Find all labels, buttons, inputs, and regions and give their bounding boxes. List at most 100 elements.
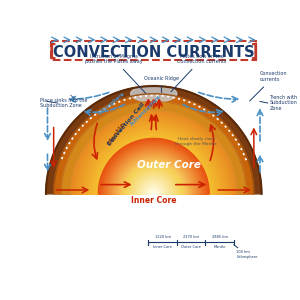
Polygon shape [118,158,190,194]
Polygon shape [76,116,232,194]
Text: Place sinks into the
Subduction Zone: Place sinks into the Subduction Zone [40,98,87,108]
Polygon shape [113,153,194,194]
Polygon shape [80,120,228,194]
Text: Intrusion of Magma
pushes the Plates away: Intrusion of Magma pushes the Plates awa… [85,54,146,93]
Polygon shape [74,114,233,194]
Polygon shape [100,140,207,194]
Polygon shape [139,179,169,194]
Polygon shape [100,140,208,194]
Polygon shape [82,122,226,194]
Polygon shape [73,113,235,194]
Polygon shape [150,190,158,194]
Polygon shape [127,167,181,194]
Ellipse shape [130,85,177,102]
Polygon shape [111,151,196,194]
Text: ]: ] [251,43,258,61]
Text: Convection
currents: Convection currents [250,71,287,101]
Polygon shape [142,182,166,194]
Polygon shape [102,142,206,194]
Polygon shape [89,129,218,194]
Polygon shape [128,168,180,194]
Polygon shape [143,183,165,194]
Polygon shape [74,113,234,194]
Polygon shape [133,173,175,194]
Polygon shape [123,163,184,194]
Polygon shape [85,126,222,194]
Polygon shape [110,151,197,194]
Polygon shape [105,145,202,194]
Polygon shape [101,141,206,194]
Polygon shape [106,146,201,194]
Polygon shape [88,128,219,194]
Polygon shape [84,124,224,194]
Polygon shape [128,169,179,194]
Polygon shape [93,133,215,194]
Text: Convection Cell: Convection Cell [107,102,146,147]
Polygon shape [83,123,225,194]
Polygon shape [110,150,198,194]
Text: Oceanic Ridge: Oceanic Ridge [144,76,179,92]
Polygon shape [125,166,182,194]
Polygon shape [91,130,217,194]
Polygon shape [93,134,214,194]
Polygon shape [152,192,156,194]
Polygon shape [119,159,188,194]
Polygon shape [138,178,170,194]
Polygon shape [144,184,164,194]
Polygon shape [94,134,214,194]
Text: Inner Core: Inner Core [153,245,172,249]
Polygon shape [148,188,160,194]
Text: Asthenosphere: Asthenosphere [130,94,163,127]
Polygon shape [77,117,230,194]
Polygon shape [151,191,157,194]
Polygon shape [114,154,193,194]
Text: Plates flow on the
Convection currents: Plates flow on the Convection currents [171,54,226,92]
Polygon shape [118,158,189,194]
Polygon shape [141,181,167,194]
Polygon shape [75,115,232,194]
Polygon shape [121,161,186,194]
Polygon shape [104,144,204,194]
Polygon shape [71,111,236,194]
Polygon shape [115,155,192,194]
Text: 2270 km: 2270 km [183,235,199,239]
Polygon shape [85,125,223,194]
Polygon shape [78,118,229,194]
Text: Heat slowly rises
through the Mantle: Heat slowly rises through the Mantle [175,137,217,146]
Polygon shape [103,143,205,194]
Polygon shape [46,86,262,194]
Polygon shape [114,154,194,194]
Text: Outer Core: Outer Core [137,160,201,170]
Polygon shape [78,118,230,194]
Text: CONVECTION CURRENTS: CONVECTION CURRENTS [53,45,255,60]
Text: [: [ [49,43,57,61]
Polygon shape [92,132,216,194]
Polygon shape [124,164,184,194]
Polygon shape [132,172,176,194]
Polygon shape [97,137,211,194]
Polygon shape [121,160,187,194]
Polygon shape [147,187,161,194]
Polygon shape [149,189,159,194]
Polygon shape [95,135,213,194]
Polygon shape [108,148,199,194]
Polygon shape [102,142,205,194]
Polygon shape [116,157,191,194]
Polygon shape [116,156,192,194]
Text: 1220 km: 1220 km [154,235,171,239]
Polygon shape [81,122,226,194]
Polygon shape [112,152,195,194]
Polygon shape [61,101,246,194]
Polygon shape [122,163,185,194]
Polygon shape [135,175,173,194]
Polygon shape [153,193,155,194]
Polygon shape [124,165,183,194]
Polygon shape [145,185,163,194]
Polygon shape [98,138,210,194]
Polygon shape [99,139,208,194]
Text: Inner Core: Inner Core [131,196,176,205]
Polygon shape [124,165,183,194]
Polygon shape [107,147,200,194]
Text: Outer Core: Outer Core [181,245,201,249]
Polygon shape [136,176,172,194]
